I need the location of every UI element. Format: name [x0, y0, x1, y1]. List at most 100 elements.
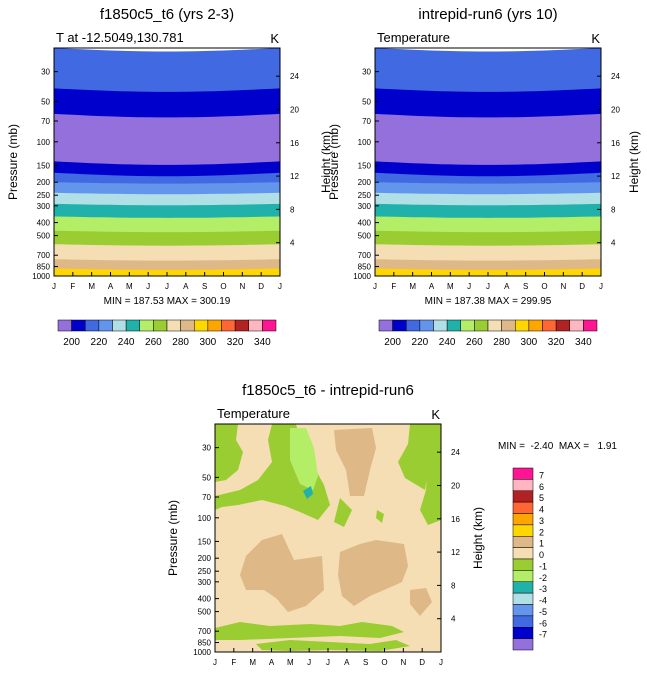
colorbar-swatch — [98, 319, 113, 332]
panel-3-ylabel-right: Height (km) — [471, 507, 485, 569]
colorbar-label: -6 — [539, 618, 547, 628]
pressure-tick-label: 200 — [198, 554, 212, 563]
contour-band — [54, 161, 280, 177]
height-tick-label: 20 — [290, 105, 299, 114]
colorbar-swatch — [125, 319, 140, 332]
pressure-tick-label: 70 — [202, 493, 211, 502]
pressure-tick-label: 400 — [198, 595, 212, 604]
height-tick-label: 16 — [611, 139, 620, 148]
month-tick-label: J — [307, 658, 311, 667]
colorbar-swatch — [512, 536, 534, 548]
month-tick-label: N — [400, 658, 406, 667]
pressure-tick-label: 250 — [37, 191, 51, 200]
month-tick-label: D — [579, 282, 585, 291]
colorbar-label: -4 — [539, 596, 547, 606]
panel-1-plot-area — [54, 48, 280, 276]
colorbar-swatch — [180, 319, 195, 332]
month-tick-label: J — [278, 282, 282, 291]
colorbar-swatch — [153, 319, 168, 332]
diff-region-neg1-upper-left — [215, 424, 243, 482]
month-tick-label: S — [202, 282, 207, 291]
diff-region-neg1-bottom-band — [256, 640, 410, 651]
pressure-tick-label: 250 — [198, 567, 212, 576]
month-tick-label: S — [363, 658, 368, 667]
pressure-tick-label: 1000 — [353, 272, 371, 281]
panel-2-ylabel: Pressure (mb) — [327, 124, 341, 200]
colorbar-swatch — [512, 547, 534, 560]
contour-band — [375, 88, 601, 118]
height-tick-label: 24 — [290, 72, 299, 81]
panel-2-unit-label: K — [591, 31, 600, 46]
height-tick-label: 16 — [290, 139, 299, 148]
month-tick-label: M — [126, 282, 133, 291]
pressure-tick-label: 500 — [37, 232, 51, 241]
colorbar-swatch — [512, 615, 534, 628]
height-tick-label: 20 — [611, 105, 620, 114]
height-tick-label: 12 — [611, 172, 620, 181]
contour-band — [375, 216, 601, 235]
colorbar-swatch — [446, 319, 461, 332]
panel-1-contour-bands — [54, 48, 280, 276]
diff-region-pos1-lower-right — [410, 588, 432, 616]
colorbar-label: -1 — [539, 561, 547, 571]
colorbar-label: 200 — [63, 337, 80, 348]
contour-band — [54, 244, 280, 264]
colorbar-swatch — [139, 319, 154, 332]
month-tick-label: J — [326, 658, 330, 667]
colorbar-swatch — [512, 570, 534, 582]
pressure-tick-label: 100 — [198, 514, 212, 523]
month-tick-label: J — [146, 282, 150, 291]
colorbar-swatch — [221, 319, 236, 332]
pressure-tick-label: 850 — [37, 263, 51, 272]
colorbar-label: 240 — [118, 337, 135, 348]
height-tick-label: 24 — [611, 72, 620, 81]
diff-region-neg1-lower-band — [215, 622, 404, 640]
month-tick-label: A — [344, 658, 350, 667]
colorbar-label: 4 — [539, 505, 544, 515]
panel-3-stats: MIN = -2.40 MAX = 1.91 — [498, 441, 617, 452]
colorbar-swatch — [512, 581, 534, 594]
contour-band — [54, 48, 280, 93]
colorbar-label: 1 — [539, 539, 544, 549]
colorbar-swatch — [85, 319, 100, 332]
colorbar-swatch — [512, 627, 534, 639]
panel-1-ylabel-right: Height (km) — [319, 131, 333, 193]
colorbar-swatch — [512, 604, 534, 617]
colorbar-label: 2 — [539, 527, 544, 537]
colorbar-swatch — [569, 319, 584, 332]
month-tick-label: M — [447, 282, 454, 291]
colorbar-swatch — [460, 319, 475, 332]
height-tick-label: 12 — [290, 172, 299, 181]
colorbar-swatch — [542, 319, 557, 332]
contour-band — [375, 182, 601, 197]
colorbar-label: 340 — [575, 337, 592, 348]
panel-2-left-label: Temperature — [377, 30, 450, 45]
pressure-tick-label: 30 — [202, 444, 211, 453]
panel-2-colorbar: 200 220 240 260 280 300 320 340 — [378, 319, 598, 348]
month-tick-label: O — [220, 282, 226, 291]
month-tick-label: M — [249, 658, 256, 667]
pressure-tick-label: 700 — [198, 627, 212, 636]
pressure-tick-label: 400 — [358, 219, 372, 228]
panel-3-title: f1850c5_t6 - intrepid-run6 — [242, 382, 414, 399]
colorbar-swatch — [555, 319, 570, 332]
month-tick-label: S — [523, 282, 528, 291]
diff-region-pos1-lower-left — [240, 534, 324, 612]
pressure-tick-label: 150 — [198, 537, 212, 546]
colorbar-swatch — [512, 501, 534, 514]
contour-band — [54, 216, 280, 235]
contour-band — [54, 172, 280, 187]
contour-band — [54, 88, 280, 118]
pressure-tick-label: 250 — [358, 191, 372, 200]
month-tick-label: A — [269, 658, 275, 667]
colorbar-swatch — [262, 319, 277, 332]
colorbar-label: 320 — [548, 337, 565, 348]
panel-3-left-label: Temperature — [217, 406, 290, 421]
month-tick-label: A — [108, 282, 114, 291]
panel-1-title: f1850c5_t6 (yrs 2-3) — [100, 6, 234, 23]
colorbar-swatch — [419, 319, 434, 332]
pressure-tick-label: 50 — [362, 97, 371, 106]
pressure-tick-label: 50 — [202, 473, 211, 482]
